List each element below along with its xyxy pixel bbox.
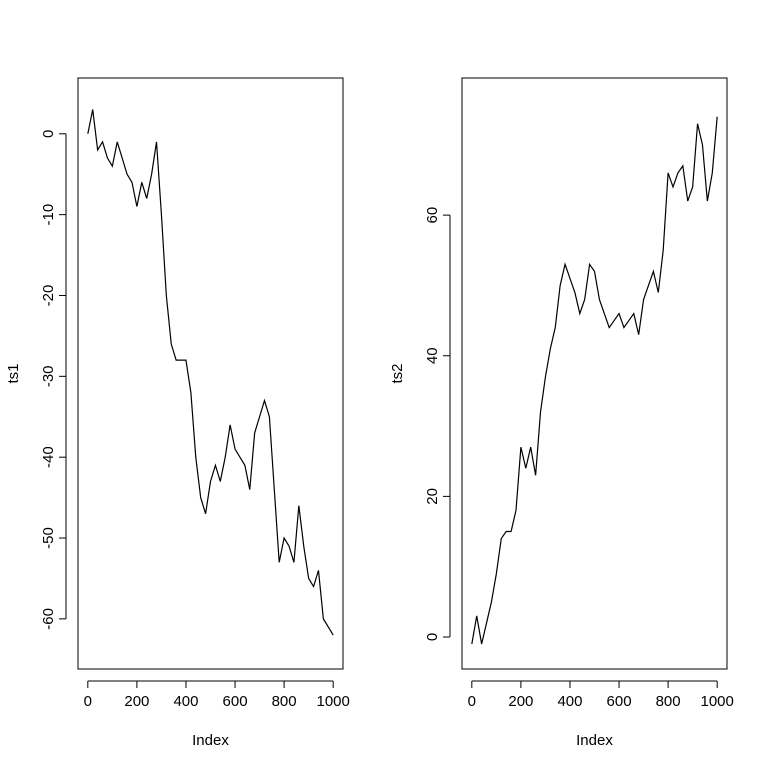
y-tick-label: 60	[424, 207, 441, 224]
x-axis-title: Index	[576, 732, 613, 749]
y-tick-label: 20	[424, 488, 441, 505]
x-tick-label: 0	[84, 693, 92, 710]
x-tick-label: 1000	[700, 693, 733, 710]
y-tick-label: -50	[40, 527, 57, 549]
y-tick-label: 0	[424, 633, 441, 641]
x-tick-label: 600	[607, 693, 632, 710]
x-tick-label: 1000	[316, 693, 349, 710]
y-tick-label: 0	[40, 130, 57, 138]
y-axis-title: ts2	[389, 363, 406, 383]
x-tick-label: 200	[124, 693, 149, 710]
x-tick-label: 400	[557, 693, 582, 710]
x-tick-label: 800	[656, 693, 681, 710]
y-tick-label: -10	[40, 204, 57, 226]
x-tick-label: 800	[272, 693, 297, 710]
y-tick-label: 40	[424, 347, 441, 364]
y-tick-label: -40	[40, 446, 57, 468]
y-axis-title: ts1	[5, 363, 22, 383]
series-line	[471, 116, 718, 645]
plot-box	[461, 77, 728, 670]
x-tick-label: 200	[508, 693, 533, 710]
series-line	[87, 109, 334, 636]
y-tick-label: -20	[40, 285, 57, 307]
x-tick-label: 600	[223, 693, 248, 710]
y-tick-label: -60	[40, 608, 57, 630]
plot-box	[77, 77, 344, 670]
y-tick-label: -30	[40, 365, 57, 387]
x-tick-label: 400	[173, 693, 198, 710]
x-tick-label: 0	[468, 693, 476, 710]
x-axis-title: Index	[192, 732, 229, 749]
